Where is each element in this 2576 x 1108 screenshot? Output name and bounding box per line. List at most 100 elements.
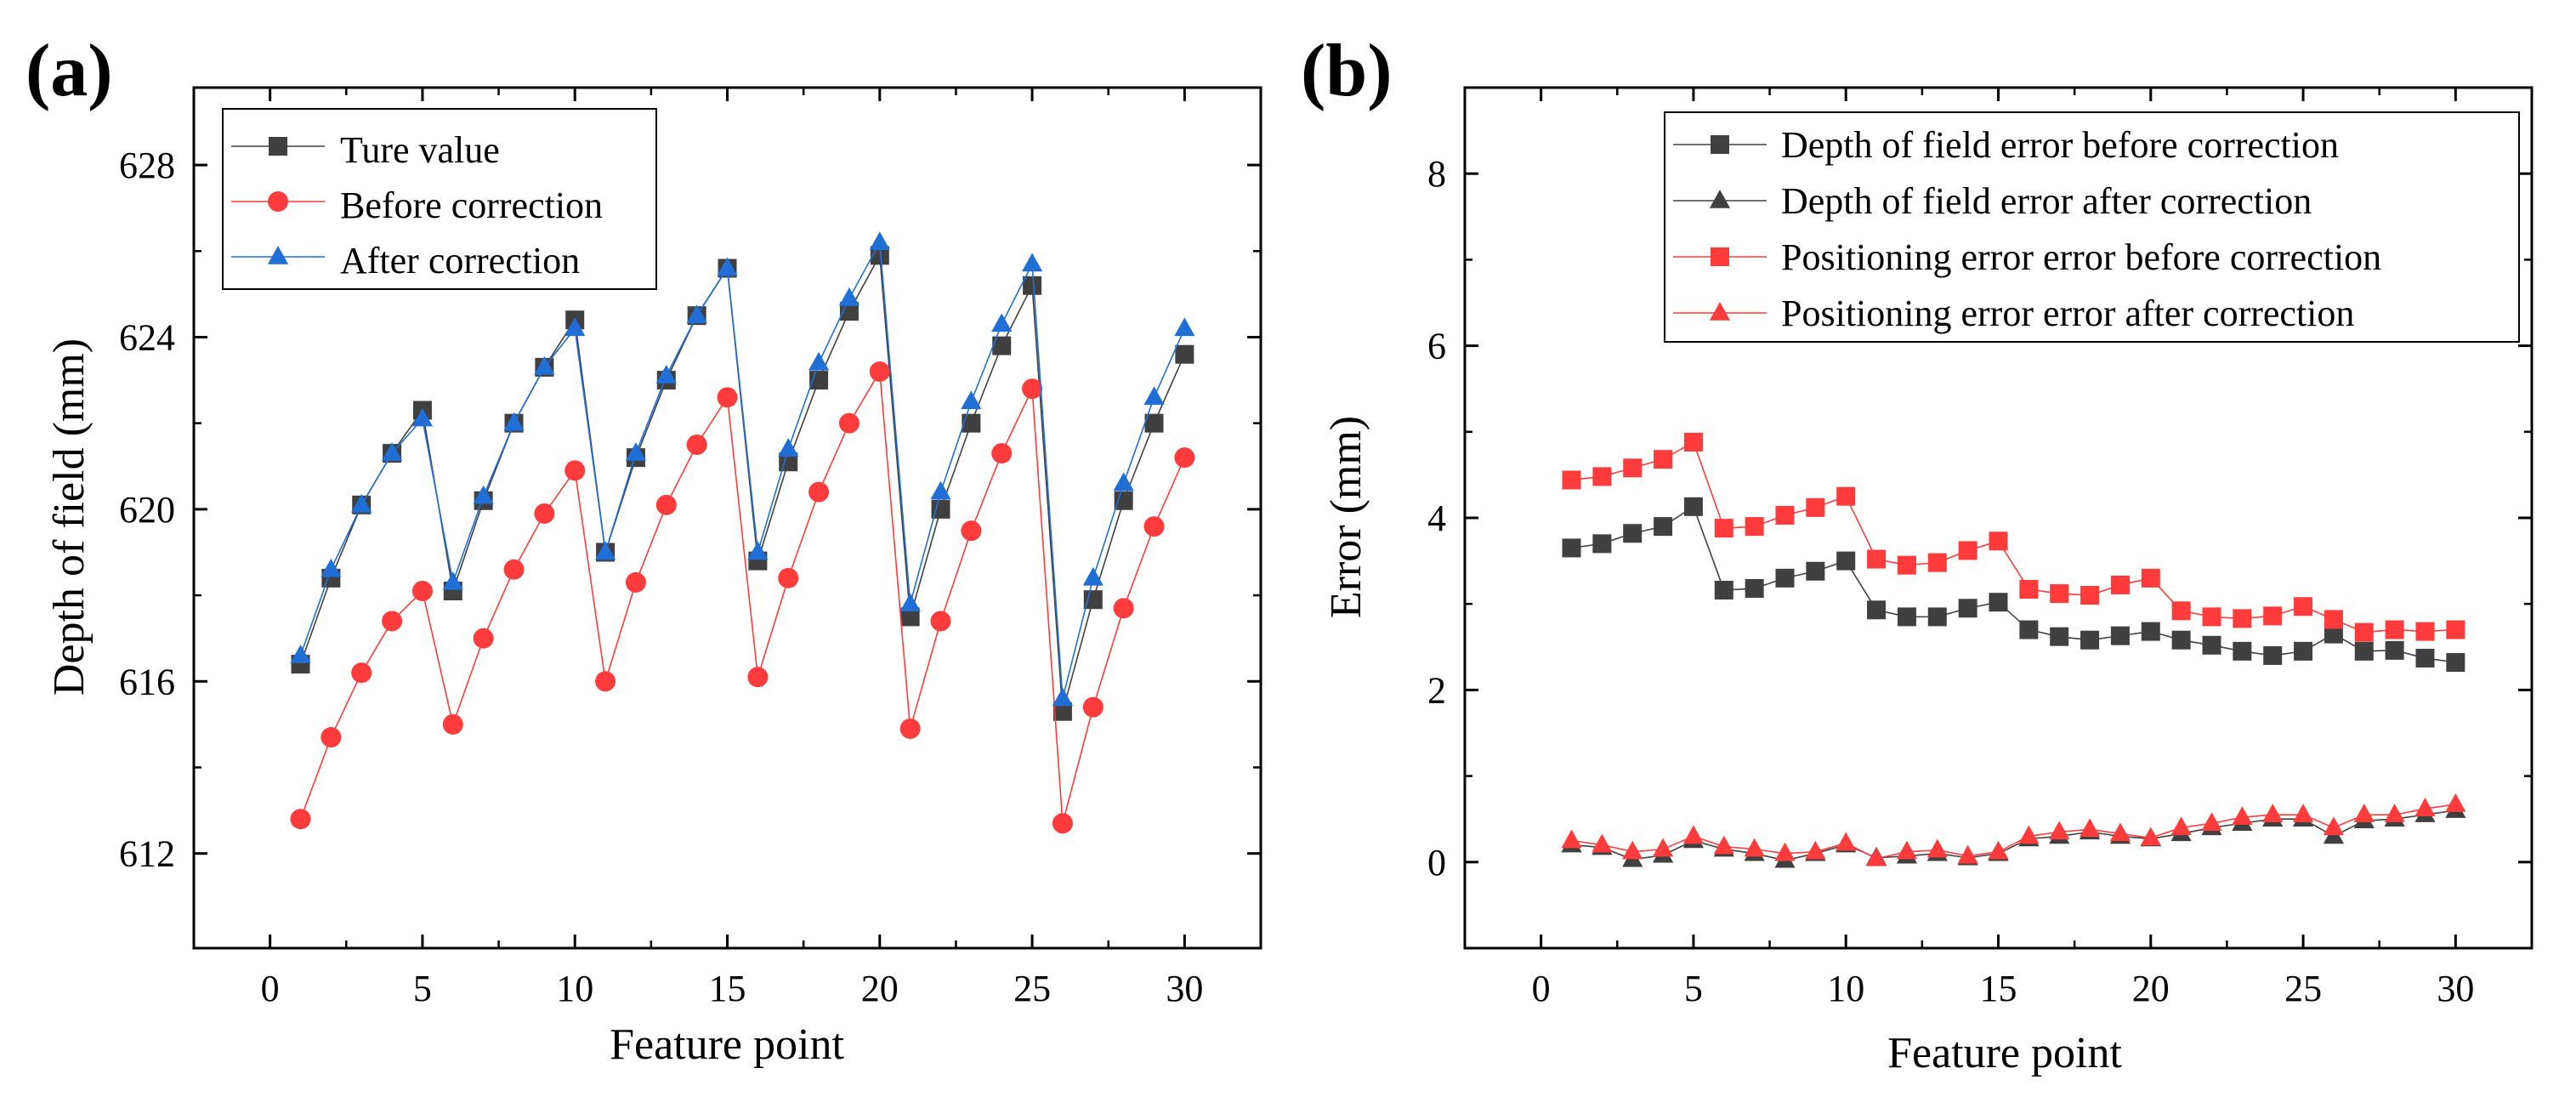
b-x-tick-label: 30 — [2437, 968, 2474, 1009]
panel-a-x-axis-title: Feature point — [610, 1020, 844, 1069]
a-y-tick-label: 616 — [119, 661, 175, 702]
b-y-tick-label: 0 — [1427, 842, 1446, 884]
b-series-2-point — [1654, 450, 1673, 469]
a-series-2-point — [1113, 472, 1134, 491]
a-series-0-point — [1114, 491, 1133, 510]
a-series-2-point — [961, 390, 982, 410]
b-series-2-point — [2080, 586, 2100, 605]
b-y-tick-label: 2 — [1427, 669, 1446, 711]
b-series-2-point — [2263, 606, 2283, 626]
b-series-0-point — [2110, 626, 2130, 645]
b-series-0-point — [2446, 653, 2465, 673]
b-x-tick-label: 15 — [1980, 968, 2017, 1009]
a-series-2-point — [473, 485, 494, 504]
b-series-2-point — [1897, 555, 1916, 575]
b-series-2-point — [1867, 549, 1887, 569]
b-series-0-line — [1571, 505, 2456, 663]
a-series-1-point — [961, 520, 982, 542]
a-series-1-point — [1174, 447, 1195, 469]
a-x-tick-label: 20 — [861, 968, 899, 1009]
a-x-tick-label: 0 — [261, 968, 280, 1009]
panel-b-legend: Depth of field error before correction D… — [1664, 111, 2520, 343]
b-legend-marker-0 — [1711, 135, 1729, 154]
legend-a-before-correction: Before correction — [340, 185, 603, 226]
b-series-2-point — [1989, 531, 2008, 551]
b-series-3-point — [2049, 821, 2070, 840]
b-series-0-point — [1867, 600, 1887, 620]
a-series-1 — [290, 361, 1195, 834]
a-series-0-point — [962, 413, 981, 433]
a-series-2-point — [1052, 687, 1074, 707]
b-series-2-point — [2446, 620, 2465, 639]
a-series-1-point — [838, 412, 860, 434]
b-series-3-point — [1805, 840, 1826, 860]
b-series-3-point — [2414, 798, 2436, 816]
b-series-3-point — [2079, 818, 2101, 838]
panel-a-legend-box — [222, 108, 657, 290]
panel-b: (b) 0 5 10 15 20 25 30 0 2 4 6 8 Feature point Erro… — [1301, 30, 2533, 1077]
a-series-0-point — [839, 302, 859, 321]
b-series-0-point — [2050, 627, 2069, 646]
b-series-0-point — [1714, 581, 1733, 600]
a-x-tick-label: 15 — [709, 968, 746, 1009]
b-series-3-point — [2323, 816, 2345, 836]
a-series-2-point — [321, 558, 342, 577]
b-series-2-point — [2171, 601, 2191, 621]
b-series-3-point — [1713, 835, 1734, 855]
a-series-1-point — [778, 567, 799, 588]
b-series-0-point — [2294, 641, 2313, 661]
a-series-1-point — [991, 443, 1013, 464]
legend-b-dof-error-before: Depth of field error before correction — [1781, 124, 2339, 166]
a-series-1-point — [442, 713, 463, 735]
b-y-tick-label: 8 — [1427, 153, 1446, 195]
b-series-0-point — [2233, 641, 2252, 661]
panel-b-x-axis-title: Feature point — [1887, 1029, 2122, 1077]
a-series-1-point — [930, 611, 951, 632]
a-series-2-point — [503, 412, 525, 431]
b-series-3-point — [1744, 838, 1765, 857]
a-series-2-point — [1082, 566, 1104, 586]
b-legend-marker-3 — [1709, 302, 1731, 321]
a-series-2-point — [290, 644, 311, 663]
a-legend-marker-2 — [267, 246, 289, 264]
panel-a: (a) 0 5 10 15 20 25 30 612 616 620 624 628 Feature … — [26, 30, 1262, 1069]
a-x-tick-label: 10 — [556, 968, 593, 1009]
b-series-2-point — [2324, 610, 2343, 629]
a-x-tick-label: 5 — [413, 968, 432, 1009]
a-x-tick-label: 25 — [1013, 968, 1051, 1009]
panel-b-y-axis-title: Error (mm) — [1322, 416, 1370, 618]
a-series-1-point — [595, 671, 616, 692]
a-series-1-point — [869, 361, 890, 382]
a-series-0-point — [1175, 344, 1194, 364]
panel-b-label: (b) — [1301, 30, 1393, 112]
b-series-3-point — [1988, 840, 2009, 860]
a-series-1-line — [299, 369, 1186, 824]
panel-b-ticks: 0 5 10 15 20 25 30 0 2 4 6 8 — [1427, 88, 2532, 1009]
b-series-2-point — [2354, 622, 2374, 642]
b-series-0 — [1562, 497, 2465, 673]
b-series-3-point — [2109, 822, 2131, 842]
a-series-1-point — [1082, 696, 1104, 718]
b-series-3 — [1561, 793, 2466, 867]
b-series-3-point — [2384, 804, 2405, 822]
a-series-1-point — [686, 434, 707, 455]
a-series-2-point — [991, 313, 1013, 332]
a-series-2-point — [778, 438, 799, 457]
b-series-2-point — [2385, 620, 2404, 639]
a-series-2-point — [899, 593, 921, 611]
a-series-2-point — [411, 407, 434, 427]
legend-b-positioning-error-after: Positioning error error after correction — [1781, 293, 2354, 334]
b-series-2-point — [2233, 609, 2252, 628]
a-series-1-point — [809, 481, 830, 503]
b-series-0-point — [1745, 578, 1764, 598]
panel-b-series — [1561, 432, 2466, 868]
b-series-0-point — [2202, 635, 2221, 655]
b-series-3-point — [2262, 804, 2284, 822]
a-series-2 — [290, 231, 1195, 707]
b-series-3-point — [2018, 825, 2040, 844]
b-series-2-point — [2141, 568, 2160, 588]
b-series-0-point — [2415, 648, 2435, 668]
b-series-0-point — [1775, 568, 1795, 588]
a-series-1-point — [351, 662, 372, 684]
b-series-2-point — [2019, 579, 2039, 599]
